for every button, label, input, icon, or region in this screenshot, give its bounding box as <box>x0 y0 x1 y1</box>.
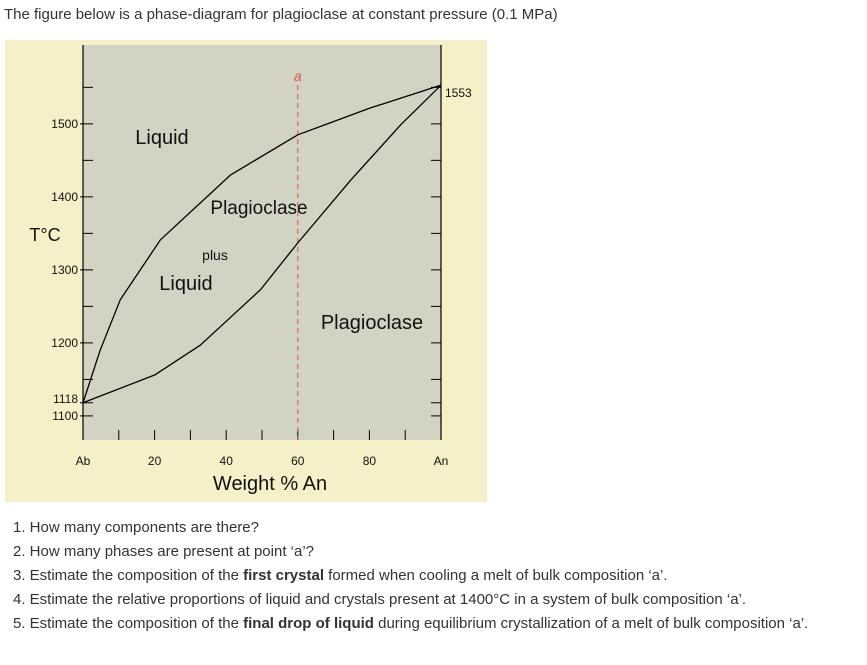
x-tick-label: Ab <box>76 454 91 468</box>
field-label: Liquid <box>135 127 188 149</box>
y-tick-label: 1100 <box>52 409 78 423</box>
question: 5. Estimate the composition of the final… <box>13 614 808 638</box>
field-label: Plagioclase <box>321 312 423 334</box>
y-tick-label: 1200 <box>51 336 78 350</box>
question-text: 2. How many phases are present at point … <box>13 543 315 560</box>
field-label: Liquid <box>159 273 212 295</box>
question-text: 1. How many components are there? <box>13 519 259 536</box>
field-label: plus <box>202 247 228 263</box>
question: 2. How many phases are present at point … <box>13 542 808 566</box>
phase-boundary <box>82 84 442 404</box>
x-axis-label: Weight % An <box>213 473 327 495</box>
x-tick-label: 80 <box>363 454 377 468</box>
x-tick-label: An <box>434 454 449 468</box>
x-tick-label: 20 <box>148 454 162 468</box>
question: 3. Estimate the composition of the first… <box>13 566 808 590</box>
emphasis: final drop of liquid <box>243 615 374 632</box>
field-label: Plagioclase <box>210 198 307 219</box>
y-tick-label: 1118 <box>53 392 78 406</box>
question-text: 4. Estimate the relative proportions of … <box>13 591 747 608</box>
question: 4. Estimate the relative proportions of … <box>13 590 808 614</box>
y-axis-label: T°C <box>29 225 60 245</box>
intro: The figure below is a phase-diagram for … <box>4 6 558 23</box>
phase-boundary <box>82 84 442 403</box>
y-tick-label: 1500 <box>51 117 78 131</box>
question-text: during equilibrium crystallization of a … <box>373 615 809 632</box>
y-tick-label: 1300 <box>51 263 78 277</box>
y-tick-label: 1400 <box>51 190 78 204</box>
question-text: 3. Estimate the composition of the <box>13 567 244 584</box>
x-tick-label: 60 <box>291 454 305 468</box>
x-tick-label: 40 <box>220 454 234 468</box>
question-list: 1. How many components are there? 2. How … <box>13 518 808 638</box>
question-text: 5. Estimate the composition of the <box>13 615 244 632</box>
question-text: formed when cooling a melt of bulk compo… <box>324 567 668 584</box>
figure: 1100 1118 1200 1300 1400 1500 1553 Ab 20 40 60 80 An… <box>5 40 487 502</box>
marker-label: a <box>294 68 302 84</box>
plot-area <box>83 45 441 440</box>
question: 1. How many components are there? <box>13 518 808 542</box>
emphasis: first crystal <box>243 567 324 584</box>
y2-tick-label: 1553 <box>445 86 472 100</box>
